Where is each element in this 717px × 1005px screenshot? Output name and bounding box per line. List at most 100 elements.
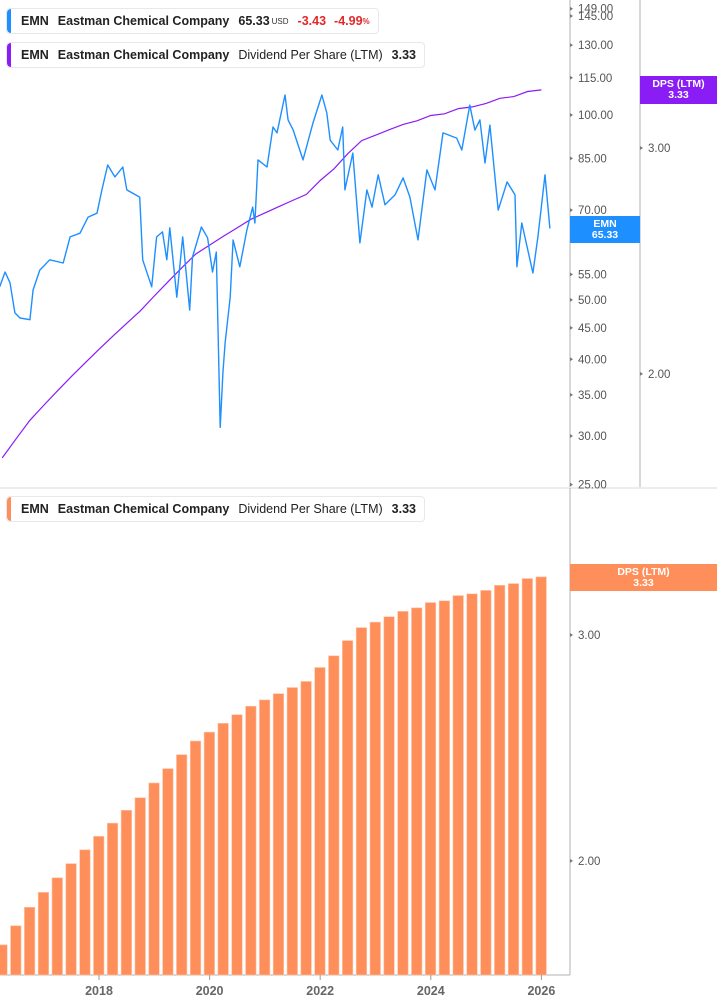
x-tick-label: 2022	[306, 984, 334, 998]
dps-bar[interactable]	[328, 655, 340, 976]
dps-bar[interactable]	[480, 590, 492, 976]
dps-bar[interactable]	[383, 616, 395, 976]
dps-bar[interactable]	[369, 621, 381, 976]
x-tick-label: 2018	[85, 984, 113, 998]
legend-color-swatch	[7, 9, 11, 33]
price-tick-label: 30.00	[578, 431, 607, 443]
legend-change-pct: -4.99	[334, 14, 363, 28]
price-tick-label-mark	[570, 357, 573, 362]
dps-bar[interactable]	[507, 583, 520, 976]
price-tick-label: 25.00	[578, 480, 607, 492]
price-tick-label-mark	[570, 6, 573, 11]
dps-bar[interactable]	[259, 699, 271, 976]
dps-bar[interactable]	[189, 740, 202, 976]
price-tick-label: 115.00	[578, 73, 612, 85]
dps-bar[interactable]	[521, 578, 533, 976]
legend-pct-sign: %	[362, 16, 370, 26]
price-tag-label: EMN	[593, 217, 617, 230]
price-tick-label-mark	[570, 113, 573, 118]
legend-dps-bottom[interactable]: EMN Eastman Chemical Company Dividend Pe…	[6, 496, 425, 522]
dps-bar[interactable]	[355, 627, 367, 976]
legend-metric: Dividend Per Share (LTM)	[238, 48, 383, 62]
legend-company: Eastman Chemical Company	[57, 502, 230, 516]
price-tick-label: 35.00	[578, 390, 607, 402]
dps-bar[interactable]	[217, 723, 229, 976]
dps-bottom-tick-label: 3.00	[578, 630, 600, 642]
price-tick-label-mark	[570, 43, 573, 48]
price-tick-label-mark	[570, 13, 573, 18]
dps-top-tick-label: 2.00	[648, 369, 670, 381]
price-tick-label-mark	[570, 482, 573, 487]
legend-price[interactable]: EMN Eastman Chemical Company 65.33 USD -…	[6, 8, 379, 34]
dps-bar[interactable]	[272, 693, 285, 976]
dps-bars	[0, 576, 547, 976]
dps-tag-top: DPS (LTM) 3.33	[640, 76, 717, 104]
x-tick-label: 2026	[527, 984, 555, 998]
legend-ticker: EMN	[21, 48, 49, 62]
price-tick-label-mark	[570, 272, 573, 277]
price-tick-label-mark	[570, 392, 573, 397]
price-tick-label-mark	[570, 325, 573, 330]
dps-bar[interactable]	[65, 863, 77, 976]
dps-bar[interactable]	[535, 576, 547, 976]
dps-bar[interactable]	[37, 892, 50, 976]
dps-bar[interactable]	[120, 809, 132, 976]
price-tick-label-mark	[570, 75, 573, 80]
dps-bar[interactable]	[397, 611, 409, 976]
dps-bar[interactable]	[93, 836, 105, 976]
dps-bar[interactable]	[231, 714, 243, 976]
dps-tag-value: 3.33	[633, 576, 654, 589]
dps-bar[interactable]	[0, 944, 8, 976]
legend-metric: Dividend Per Share (LTM)	[238, 502, 383, 516]
legend-color-swatch	[7, 497, 11, 521]
dps-bar[interactable]	[314, 667, 326, 976]
price-tick-label: 70.00	[578, 205, 607, 217]
dps-bottom-tick-label-mark	[570, 633, 573, 637]
price-tick-label: 130.00	[578, 40, 613, 52]
dps-bottom-tick-label: 2.00	[578, 856, 600, 868]
dps-bar[interactable]	[134, 797, 146, 976]
dps-bar[interactable]	[411, 607, 423, 976]
dps-tag-label: DPS (LTM)	[617, 565, 670, 578]
dps-bar[interactable]	[424, 602, 437, 976]
price-tick-label: 85.00	[578, 153, 607, 165]
dps-bar[interactable]	[148, 782, 160, 976]
x-tick-label: 2020	[196, 984, 224, 998]
dps-bar[interactable]	[245, 705, 257, 976]
dps-bar[interactable]	[286, 687, 298, 976]
dps-bar[interactable]	[342, 640, 354, 976]
price-tag: EMN 65.33	[570, 216, 640, 243]
legend-dps-top[interactable]: EMN Eastman Chemical Company Dividend Pe…	[6, 42, 425, 68]
dps-bar[interactable]	[10, 925, 22, 976]
dps-tag-label: DPS (LTM)	[652, 78, 705, 90]
dps-bar[interactable]	[466, 593, 478, 976]
dps-bar[interactable]	[107, 822, 119, 976]
price-line[interactable]	[0, 94, 551, 428]
dps-bar[interactable]	[162, 768, 174, 976]
dps-bar[interactable]	[438, 600, 450, 976]
price-tick-label: 149.00	[578, 4, 613, 16]
price-tick-label: 145.00	[578, 11, 613, 23]
price-lines	[0, 89, 551, 459]
legend-value: 3.33	[391, 502, 416, 516]
legend-change: -3.43	[297, 14, 327, 28]
dps-bar[interactable]	[300, 681, 312, 976]
price-tick-label: 100.00	[578, 110, 613, 122]
dps-top-tick-label: 3.00	[648, 143, 670, 155]
dps-bar[interactable]	[51, 877, 63, 976]
dps-bottom-tick-label-mark	[570, 858, 573, 863]
dps-line[interactable]	[1, 89, 542, 459]
legend-currency: USD	[271, 16, 289, 26]
dps-bar[interactable]	[203, 731, 215, 976]
dps-bar[interactable]	[452, 595, 464, 976]
price-tick-label-mark	[570, 434, 573, 438]
price-tick-label: 40.00	[578, 354, 607, 366]
dps-bar[interactable]	[79, 849, 91, 976]
dps-bar[interactable]	[176, 754, 188, 976]
legend-price-value: 65.33	[238, 14, 270, 28]
dps-bar[interactable]	[24, 906, 36, 976]
dps-top-tick-label-mark	[640, 146, 643, 150]
dps-bar[interactable]	[494, 584, 506, 976]
price-tag-value: 65.33	[591, 228, 619, 241]
